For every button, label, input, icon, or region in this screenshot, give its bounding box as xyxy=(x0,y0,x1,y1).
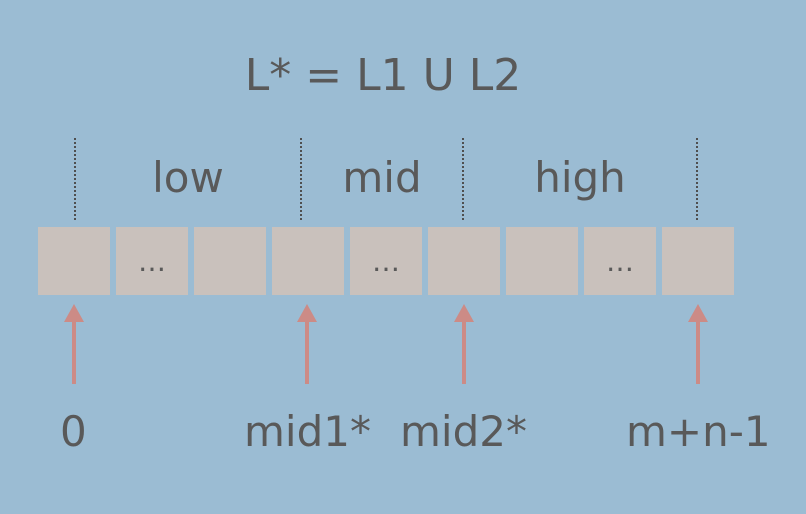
arrow-up-icon xyxy=(64,304,84,384)
index-label-start: 0 xyxy=(60,407,87,456)
array-cell xyxy=(272,227,344,295)
divider-start xyxy=(74,138,76,220)
divider-mid1 xyxy=(300,138,302,220)
diagram-title: L* = L1 U L2 xyxy=(244,50,522,101)
arrow-up-icon xyxy=(454,304,474,384)
array-cell-ellipsis: … xyxy=(350,227,422,295)
index-label-mid2: mid2* xyxy=(400,407,527,456)
divider-mid2 xyxy=(462,138,464,220)
index-label-end: m+n-1 xyxy=(626,407,771,456)
array-cell xyxy=(38,227,110,295)
arrow-up-icon xyxy=(297,304,317,384)
region-label-high: high xyxy=(534,153,626,202)
region-label-low: low xyxy=(152,153,224,202)
array-cell xyxy=(428,227,500,295)
cell-text: … xyxy=(138,245,166,278)
cell-text: … xyxy=(372,245,400,278)
arrow-up-icon xyxy=(688,304,708,384)
array-cell xyxy=(194,227,266,295)
array-cell-ellipsis: … xyxy=(584,227,656,295)
divider-end xyxy=(696,138,698,220)
array-cell xyxy=(662,227,734,295)
region-label-mid: mid xyxy=(342,153,422,202)
cell-text: … xyxy=(606,245,634,278)
array-cell-ellipsis: … xyxy=(116,227,188,295)
array-cell xyxy=(506,227,578,295)
index-label-mid1: mid1* xyxy=(244,407,371,456)
